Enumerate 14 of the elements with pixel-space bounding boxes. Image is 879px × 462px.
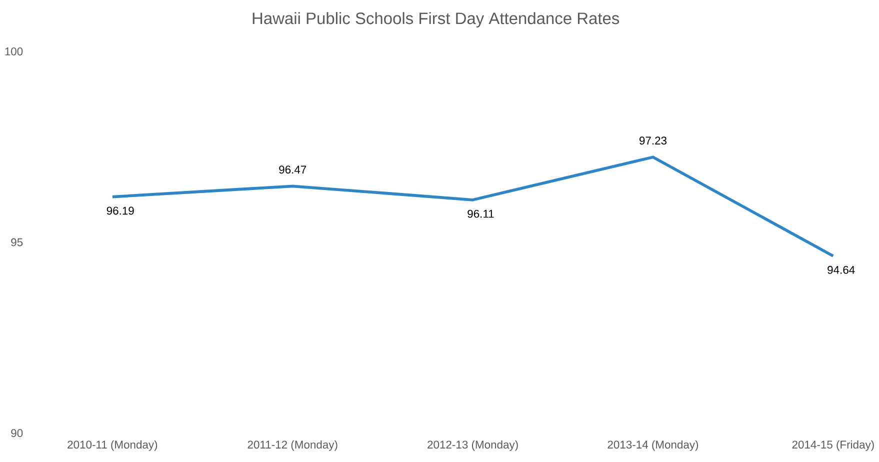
data-label: 97.23 xyxy=(640,136,667,145)
x-tick-label: 2014-15 (Friday) xyxy=(792,440,874,451)
x-tick-label: 2013-14 (Monday) xyxy=(608,440,698,451)
data-label: 96.19 xyxy=(106,206,134,215)
y-tick-label: 95 xyxy=(11,238,23,246)
data-label: 96.11 xyxy=(468,210,494,218)
chart-title: Hawaii Public Schools First Day Attendance Rates xyxy=(252,12,620,28)
y-tick-label: 100 xyxy=(5,48,23,56)
data-label: 94.64 xyxy=(828,266,855,274)
x-tick-label: 2010-11 (Monday) xyxy=(68,440,158,451)
x-tick-label: 2012-13 (Monday) xyxy=(428,440,518,451)
x-tick-label: 2011-12 (Monday) xyxy=(248,440,338,451)
y-tick-label: 90 xyxy=(11,429,23,438)
data-label: 96.47 xyxy=(279,166,306,174)
